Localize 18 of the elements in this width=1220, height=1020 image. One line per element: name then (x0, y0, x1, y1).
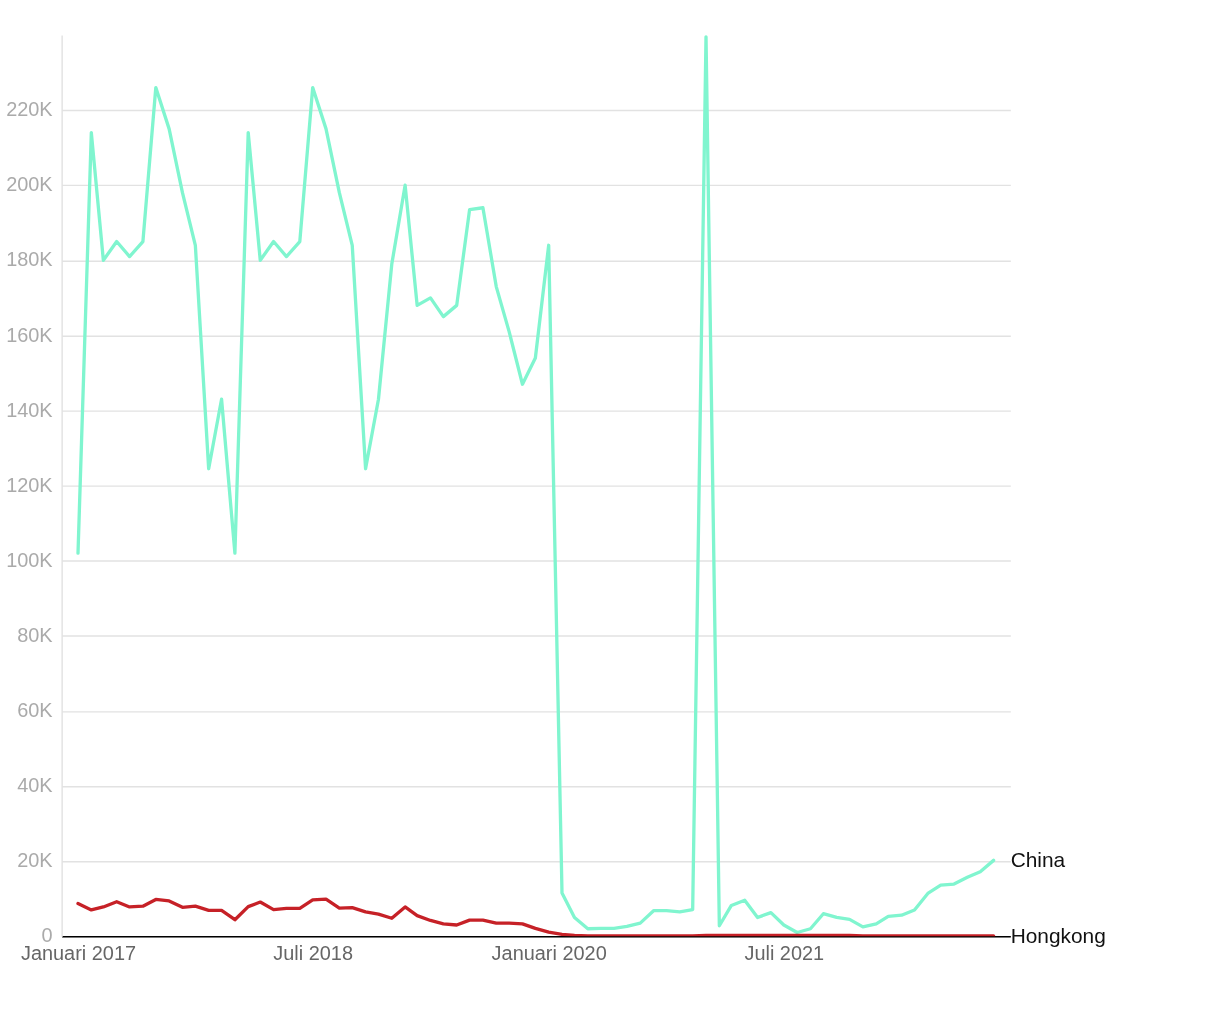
y-tick-label: 40K (17, 774, 54, 797)
y-tick-label: 80K (17, 623, 54, 646)
x-tick-label: Juli 2018 (273, 942, 354, 965)
series-label: Hongkong (1010, 923, 1106, 947)
y-tick-label: 160K (6, 323, 54, 346)
x-tick-label: Januari 2020 (491, 942, 607, 965)
y-tick-label: 120K (6, 473, 54, 496)
y-tick-label: 60K (17, 699, 54, 722)
y-tick-label: 140K (6, 398, 54, 421)
y-tick-label: 20K (17, 849, 54, 872)
y-tick-label: 100K (6, 548, 54, 571)
y-tick-label: 180K (6, 248, 54, 271)
line-series (76, 35, 996, 935)
y-tick-label: 200K (6, 173, 54, 196)
y-tick-label: 220K (6, 98, 54, 121)
series-label: China (1010, 848, 1066, 872)
x-tick-label: Juli 2021 (744, 942, 825, 965)
line-series (76, 897, 996, 937)
